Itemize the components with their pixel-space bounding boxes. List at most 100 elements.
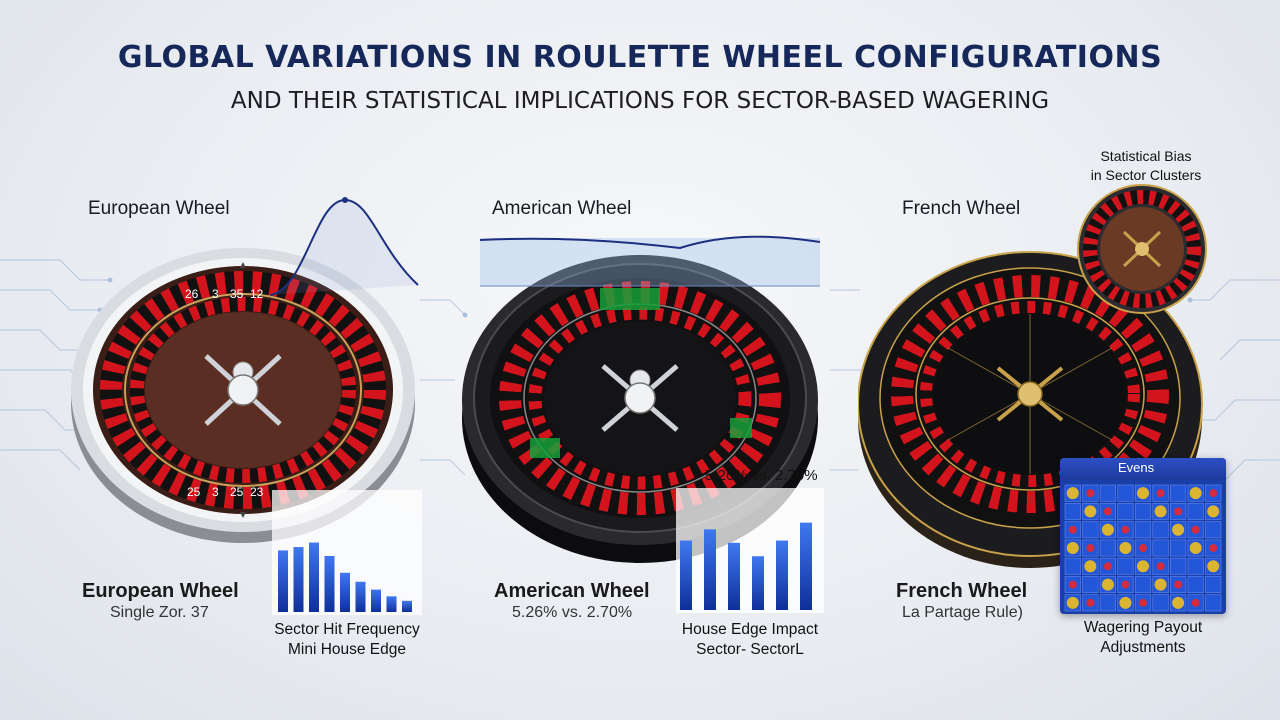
heatmap-hotspot [1139,544,1147,552]
bar [728,542,740,610]
bar [293,547,304,612]
heatmap-hotspot [1119,596,1132,609]
heatmap-hotspot [1137,560,1149,573]
heatmap-cell [1205,594,1222,612]
heatmap-hotspot [1084,505,1097,518]
heatmap-hotspot [1189,542,1202,554]
bar [371,589,381,612]
heatmap-cell [1117,502,1134,520]
heatmap-hotspot [1207,560,1220,573]
heatmap-hotspot [1172,596,1185,609]
heatmap-hotspot [1068,580,1077,589]
heatmap-hotspot [1174,580,1183,589]
american-chart-caption: House Edge Impact Sector- SectorL [681,621,819,658]
payout-panel-caption: Wagering Payout Adjustments [1083,619,1203,656]
heatmap-cell [1187,576,1204,594]
american-wheel-name: American Wheel [494,580,650,602]
number-label: 25 [187,485,201,499]
heatmap-hotspot [1066,596,1079,609]
bias-badge-caption: Statistical Bias in Sector Clusters [1090,148,1202,183]
heatmap-cell [1117,557,1134,575]
pocket-ring-black [891,275,1169,513]
bar [340,572,350,612]
european-top-numbers: 26 3 35 12 [185,287,264,301]
bar [402,600,412,612]
french-wheel-top-label: French Wheel [902,198,1021,219]
bar [800,522,812,610]
heatmap-cell [1170,557,1187,575]
number-label: 25 [230,485,244,499]
number-label: 3 [212,485,219,499]
heatmap-cell [1117,484,1134,502]
heatmap-hotspot [1068,525,1077,534]
bias-badge-wheel [1077,184,1207,314]
heatmap-cell [1134,521,1152,539]
bar [386,596,397,612]
heatmap-hotspot [1139,598,1147,607]
heatmap-cell [1099,594,1116,612]
heatmap-cell [1099,539,1116,557]
heatmap-hotspot [1086,489,1095,498]
number-label: 3 [212,287,219,301]
bar [704,529,716,610]
european-bottom-numbers: 25 3 25 23 [187,485,264,499]
american-overlay-stat: 5.26% vs. 2.70% [705,467,818,484]
heatmap-hotspot [1209,544,1218,552]
heatmap-cell [1152,594,1169,612]
heatmap-hotspot [1103,507,1112,516]
european-wheel [71,248,415,543]
number-label: 12 [250,287,264,301]
heatmap-hotspot [1103,562,1112,571]
french-wheel-sub: La Partage Rule) [902,604,1023,621]
heatmap-hotspot [1084,560,1097,573]
heatmap-hotspot [1066,542,1079,554]
heatmap-cell [1187,557,1204,575]
heatmap-hotspot [1121,580,1130,589]
heatmap-cell [1187,502,1204,520]
heatmap-cell [1082,576,1099,594]
heatmap-cell [1064,557,1081,575]
heatmap-cell [1152,539,1169,557]
heatmap-grid [1064,484,1222,612]
heatmap-hotspot [1191,598,1200,607]
american-line-overlay [480,235,820,287]
heatmap-hotspot [1119,542,1132,554]
heatmap-cell [1205,576,1222,594]
american-wheel-top-label: American Wheel [492,198,632,219]
heatmap-hotspot [1086,544,1095,552]
heatmap-hotspot [1209,489,1218,498]
heatmap-cell [1152,521,1169,539]
bar [324,556,335,612]
european-chart-caption: Sector Hit Frequency Mini House Edge [274,621,420,658]
heatmap-hotspot [1137,487,1149,500]
number-label: 35 [230,287,244,301]
bar [680,540,692,610]
heatmap-cell [1170,539,1187,557]
heatmap-hotspot [1191,525,1200,534]
heatmap-cell [1205,521,1222,539]
page-subtitle: AND THEIR STATISTICAL IMPLICATIONS FOR S… [230,88,1050,114]
heatmap-cell [1082,521,1099,539]
bar [752,556,764,610]
number-label: 23 [250,485,264,499]
heatmap-hotspot [1154,578,1167,591]
pocket-ring-black [100,271,386,509]
european-wheel-name: European Wheel [82,580,239,602]
heatmap-hotspot [1101,578,1114,591]
heatmap-hotspot [1207,505,1220,518]
french-wheel-name: French Wheel [896,580,1028,602]
heatmap-cell [1170,484,1187,502]
heatmap-cell [1064,502,1081,520]
american-bar-chart [676,488,824,613]
heatmap-hotspot [1066,487,1079,500]
bar [309,542,319,612]
bar [776,540,788,610]
number-label: 26 [185,287,199,301]
european-bar-chart [272,490,422,615]
payout-heatmap-panel: Evens [1060,458,1226,614]
american-wheel-sub: 5.26% vs. 2.70% [512,604,633,621]
european-wheel-sub: Single Zor. 37 [110,604,209,621]
heatmap-hotspot [1101,523,1114,536]
heatmap-header: Evens [1060,458,1226,480]
heatmap-hotspot [1154,505,1167,518]
